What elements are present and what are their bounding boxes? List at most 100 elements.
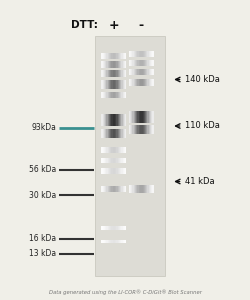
Bar: [151, 60, 152, 66]
Bar: [130, 51, 131, 57]
Bar: [111, 186, 112, 192]
Bar: [118, 114, 119, 126]
Bar: [116, 240, 117, 243]
Bar: [111, 70, 112, 77]
Text: 110 kDa: 110 kDa: [185, 122, 220, 130]
Bar: [110, 80, 111, 88]
Bar: [152, 124, 154, 134]
Bar: [120, 61, 121, 68]
Bar: [134, 124, 135, 134]
Bar: [116, 52, 117, 59]
Bar: [145, 79, 146, 86]
Bar: [124, 70, 125, 77]
Bar: [152, 69, 154, 75]
Bar: [110, 240, 111, 243]
Bar: [142, 79, 144, 86]
Bar: [108, 61, 109, 68]
Bar: [102, 61, 104, 68]
Bar: [125, 240, 126, 243]
Bar: [124, 168, 125, 174]
Bar: [95, 36, 165, 276]
Bar: [104, 129, 105, 138]
Bar: [135, 60, 136, 66]
Bar: [125, 52, 126, 59]
Bar: [134, 79, 135, 86]
Bar: [121, 147, 122, 153]
Bar: [125, 226, 126, 230]
Bar: [121, 240, 122, 243]
Bar: [109, 158, 110, 163]
Bar: [124, 147, 125, 153]
Bar: [129, 51, 130, 57]
Bar: [114, 147, 115, 153]
Bar: [101, 168, 102, 174]
Bar: [114, 158, 115, 163]
Bar: [125, 61, 126, 68]
Bar: [130, 185, 131, 193]
Bar: [121, 52, 122, 59]
Bar: [130, 60, 131, 66]
Bar: [112, 226, 114, 230]
Bar: [152, 185, 154, 193]
Bar: [108, 147, 109, 153]
Bar: [105, 92, 106, 98]
Bar: [114, 80, 115, 88]
Bar: [139, 185, 140, 193]
Bar: [118, 52, 119, 59]
Bar: [101, 226, 102, 230]
Bar: [120, 70, 121, 77]
Bar: [111, 61, 112, 68]
Bar: [121, 114, 122, 126]
Bar: [114, 226, 115, 230]
Bar: [149, 111, 150, 123]
Bar: [108, 114, 109, 126]
Bar: [135, 51, 136, 57]
Bar: [152, 111, 154, 123]
Bar: [104, 147, 105, 153]
Bar: [151, 69, 152, 75]
Bar: [120, 129, 121, 138]
Bar: [101, 52, 102, 59]
Bar: [111, 129, 112, 138]
Bar: [136, 51, 138, 57]
Bar: [124, 52, 125, 59]
Bar: [122, 70, 124, 77]
Bar: [106, 186, 108, 192]
Bar: [150, 51, 151, 57]
Bar: [145, 185, 146, 193]
Bar: [141, 111, 142, 123]
Bar: [125, 92, 126, 98]
Bar: [112, 186, 114, 192]
Text: DTT:: DTT:: [71, 20, 98, 31]
Bar: [136, 111, 138, 123]
Bar: [102, 147, 104, 153]
Bar: [114, 114, 115, 126]
Bar: [136, 79, 138, 86]
Bar: [122, 52, 124, 59]
Bar: [101, 70, 102, 77]
Bar: [149, 69, 150, 75]
Bar: [112, 92, 114, 98]
Bar: [115, 147, 116, 153]
Bar: [108, 226, 109, 230]
Bar: [115, 61, 116, 68]
Bar: [148, 111, 149, 123]
Bar: [129, 69, 130, 75]
Bar: [129, 185, 130, 193]
Bar: [106, 114, 108, 126]
Bar: [120, 158, 121, 163]
Bar: [101, 92, 102, 98]
Bar: [144, 185, 145, 193]
Bar: [116, 226, 117, 230]
Bar: [122, 186, 124, 192]
Bar: [110, 226, 111, 230]
Bar: [109, 52, 110, 59]
Bar: [136, 69, 138, 75]
Bar: [144, 51, 145, 57]
Bar: [109, 70, 110, 77]
Bar: [105, 240, 106, 243]
Bar: [139, 79, 140, 86]
Bar: [131, 51, 132, 57]
Bar: [120, 92, 121, 98]
Bar: [140, 79, 141, 86]
